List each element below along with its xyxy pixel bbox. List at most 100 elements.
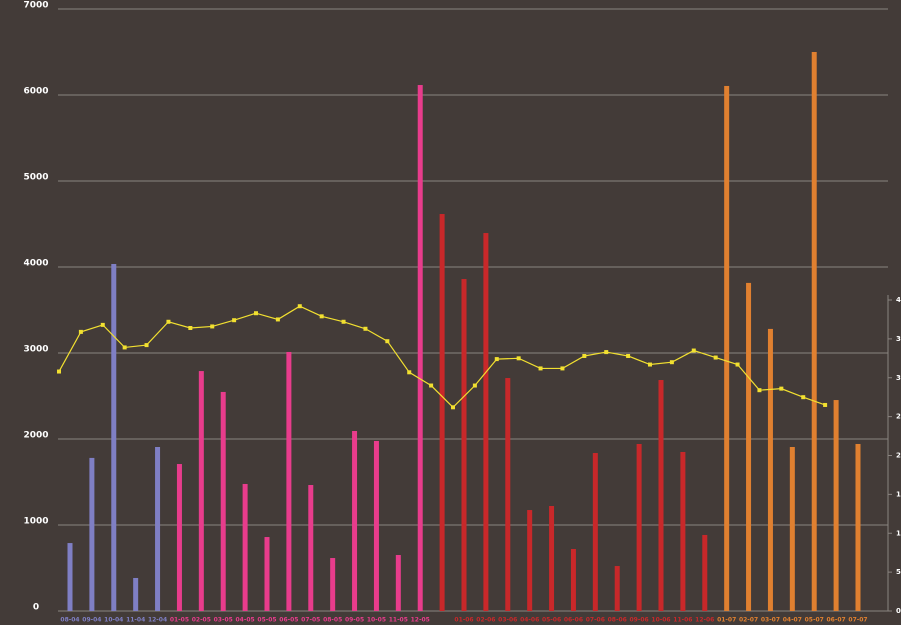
y2-tick-label: 20 (896, 452, 901, 460)
x-tick-label: 11-06 (673, 617, 692, 624)
bar (439, 214, 445, 612)
y-tick-label: 4000 (23, 259, 48, 269)
x-tick-label: 08-06 (608, 617, 627, 624)
bar (614, 566, 620, 611)
bar (483, 233, 489, 611)
bar (570, 548, 576, 611)
line-point (122, 345, 127, 350)
line-point (494, 357, 499, 362)
x-tick-label: 07-06 (586, 617, 605, 624)
y2-tick-label: 10 (896, 529, 901, 537)
x-tick-label: 06-05 (279, 617, 298, 624)
bar (111, 263, 117, 611)
bar (746, 282, 752, 611)
x-tick-label: 12-06 (695, 617, 714, 624)
line-point (254, 311, 258, 316)
x-tick-label: 03-05 (214, 617, 233, 624)
bar (89, 457, 95, 611)
line-point (713, 355, 718, 360)
x-tick-label: 10-05 (367, 617, 386, 624)
x-tick-label: 05-05 (257, 617, 276, 624)
line-point (691, 348, 696, 353)
line-point (57, 369, 61, 374)
y2-tick-label: 0 (896, 607, 901, 615)
bar (702, 534, 708, 611)
y-tick-label: 3000 (23, 345, 48, 355)
bar (395, 555, 401, 611)
bar (767, 328, 773, 611)
y2-tick-label: 40 (896, 296, 901, 304)
line-point (297, 304, 302, 309)
line-point (341, 319, 346, 324)
y-tick-label: 7000 (23, 1, 48, 11)
bar (373, 440, 379, 611)
line (58, 305, 826, 409)
line-point (232, 318, 237, 323)
x-tick-label: 03-06 (498, 617, 517, 624)
bar (811, 52, 817, 611)
line-point (604, 350, 609, 355)
x-tick-label: 12-05 (411, 617, 430, 624)
line-point (626, 353, 631, 358)
x-tick-label: 01-05 (170, 617, 189, 624)
y-tick-label: 0 (33, 603, 39, 613)
line-point (538, 366, 543, 371)
line-point (166, 319, 171, 324)
bar (308, 485, 314, 611)
y-tick-label: 6000 (23, 87, 48, 97)
bar (198, 371, 204, 611)
y2-tick-label: 25 (896, 413, 901, 421)
bar (549, 505, 555, 611)
bar (155, 446, 161, 611)
x-tick-label: 07-05 (301, 617, 320, 624)
x-tick-label: 03-07 (761, 617, 780, 624)
x-tick-label: 11-04 (126, 617, 145, 624)
y-tick-label: 2000 (23, 431, 48, 441)
bar (505, 378, 511, 611)
bar (527, 510, 533, 611)
line-point (363, 326, 368, 331)
x-tick-label: 11-05 (389, 617, 408, 624)
line-point (78, 329, 83, 334)
x-tick-label: 10-06 (651, 617, 670, 624)
x-tick-label: 01-06 (454, 617, 473, 624)
bar (461, 279, 467, 611)
x-tick-label: 08-04 (60, 617, 79, 624)
line-point (516, 356, 521, 361)
y-tick-label: 1000 (23, 517, 48, 527)
bar (264, 537, 270, 611)
x-tick-label: 02-06 (476, 617, 495, 624)
x-tick-label: 12-04 (148, 617, 167, 624)
x-tick-label: 01-07 (717, 617, 736, 624)
x-tick-label: 04-07 (783, 617, 802, 624)
x-tick-label: 04-06 (520, 617, 539, 624)
line-point (319, 314, 324, 319)
bar (724, 85, 730, 612)
line-point (560, 366, 565, 371)
line-point (757, 388, 762, 393)
line-point (210, 324, 215, 329)
x-tick-label: 09-06 (630, 617, 649, 624)
bar (67, 543, 73, 611)
bar (330, 558, 336, 611)
x-tick-label: 02-07 (739, 617, 758, 624)
bar (286, 351, 292, 611)
line-point (801, 395, 806, 400)
line-point (669, 360, 674, 365)
bar (133, 577, 139, 611)
bar (855, 443, 861, 611)
line-point (144, 343, 149, 348)
bar (220, 391, 226, 611)
line-point (275, 317, 280, 322)
line-point (407, 370, 412, 375)
bar (833, 400, 839, 611)
bar (680, 451, 686, 611)
y-tick-label: 5000 (23, 173, 48, 183)
line-point (735, 362, 740, 367)
x-tick-label: 06-06 (564, 617, 583, 624)
line-point (472, 383, 477, 388)
x-tick-label: 02-05 (192, 617, 211, 624)
line-point (100, 322, 105, 327)
line-point (451, 405, 455, 410)
